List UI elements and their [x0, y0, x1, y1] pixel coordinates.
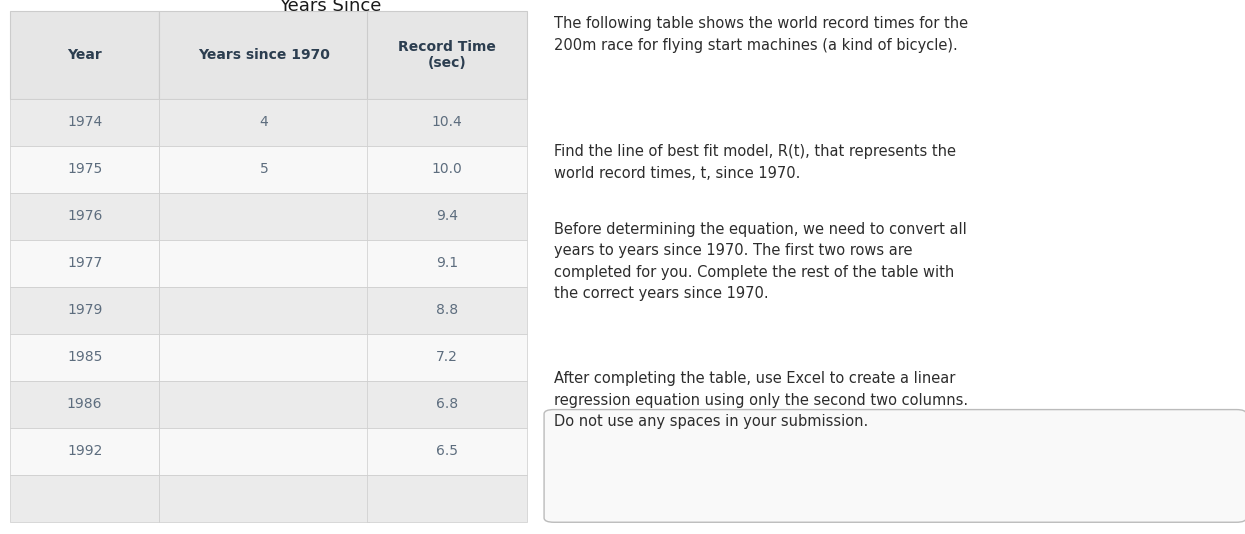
Bar [10, 11, 159, 99]
Bar [367, 428, 527, 475]
Bar [367, 381, 527, 428]
Text: 5: 5 [259, 162, 269, 176]
Bar [367, 334, 527, 381]
Text: 1975: 1975 [67, 162, 102, 176]
Bar [159, 240, 369, 287]
Text: Record Time
(sec): Record Time (sec) [398, 40, 496, 70]
Bar [159, 475, 369, 522]
Bar [159, 381, 369, 428]
Text: 9.4: 9.4 [436, 209, 458, 223]
Text: 4: 4 [259, 115, 269, 129]
Bar [159, 428, 369, 475]
Text: Find the line of best fit model, R(t), that represents the
world record times, t: Find the line of best fit model, R(t), t… [554, 144, 956, 181]
Text: 1977: 1977 [67, 256, 102, 270]
Bar [10, 334, 159, 381]
Text: Years Since: Years Since [279, 0, 381, 15]
Bar [367, 146, 527, 193]
Text: 8.8: 8.8 [436, 303, 458, 317]
Bar [10, 475, 159, 522]
Text: 10.0: 10.0 [432, 162, 462, 176]
Bar [10, 99, 159, 146]
Text: 1992: 1992 [67, 444, 102, 458]
Bar [10, 428, 159, 475]
FancyBboxPatch shape [544, 410, 1245, 522]
Bar [159, 334, 369, 381]
Text: Years since 1970: Years since 1970 [198, 48, 330, 62]
Text: 6.5: 6.5 [436, 444, 458, 458]
Bar [159, 99, 369, 146]
Text: The following table shows the world record times for the
200m race for flying st: The following table shows the world reco… [554, 16, 969, 53]
Bar [367, 475, 527, 522]
Text: Year: Year [67, 48, 102, 62]
Bar [159, 193, 369, 240]
Text: 1986: 1986 [67, 397, 102, 411]
Bar [367, 287, 527, 334]
Text: 1976: 1976 [67, 209, 102, 223]
Bar [367, 11, 527, 99]
Bar [10, 240, 159, 287]
Text: 1974: 1974 [67, 115, 102, 129]
Bar [159, 11, 369, 99]
Text: Before determining the equation, we need to convert all
years to years since 197: Before determining the equation, we need… [554, 222, 967, 301]
Bar [159, 287, 369, 334]
Bar [367, 193, 527, 240]
Text: 9.1: 9.1 [436, 256, 458, 270]
Text: 6.8: 6.8 [436, 397, 458, 411]
Text: 1985: 1985 [67, 350, 102, 364]
Text: 7.2: 7.2 [436, 350, 458, 364]
Bar [159, 146, 369, 193]
Bar [10, 381, 159, 428]
Bar [367, 99, 527, 146]
Text: After completing the table, use Excel to create a linear
regression equation usi: After completing the table, use Excel to… [554, 371, 969, 429]
Bar [10, 287, 159, 334]
Text: 10.4: 10.4 [432, 115, 462, 129]
Bar [10, 193, 159, 240]
Bar [367, 240, 527, 287]
Text: 1979: 1979 [67, 303, 102, 317]
Bar [10, 146, 159, 193]
